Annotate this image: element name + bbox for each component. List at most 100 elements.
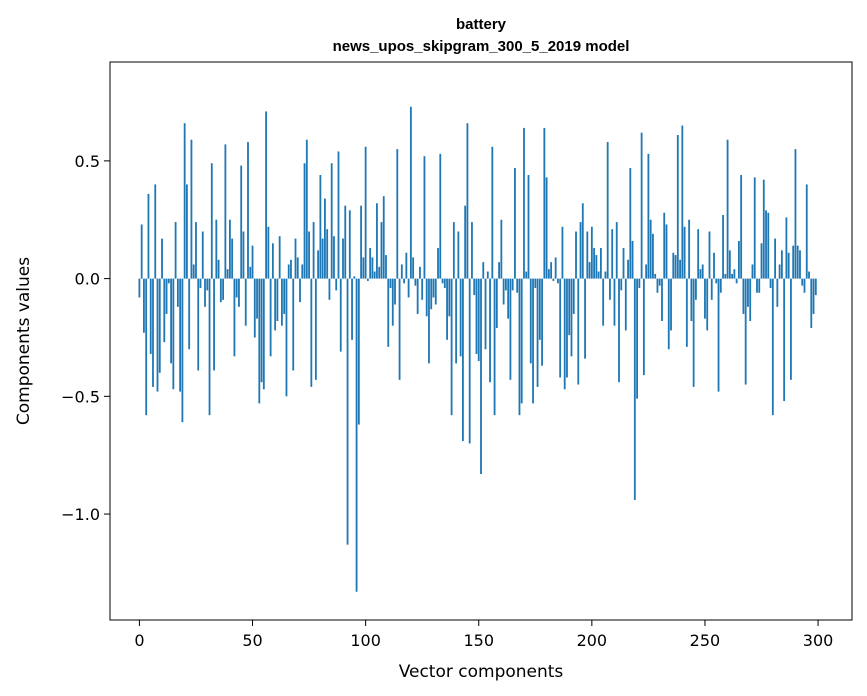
- bar-191: [570, 278, 573, 357]
- bar-64: [283, 278, 286, 314]
- bar-192: [572, 278, 575, 314]
- bar-129: [430, 278, 433, 310]
- bar-106: [378, 266, 381, 279]
- bar-35: [217, 259, 220, 279]
- bar-206: [604, 271, 607, 279]
- bar-248: [699, 269, 702, 279]
- bar-186: [559, 278, 562, 378]
- bar-105: [376, 203, 378, 279]
- bar-136: [446, 278, 448, 340]
- bar-290: [794, 149, 797, 279]
- bar-235: [670, 278, 672, 331]
- bar-278: [767, 212, 770, 279]
- y-tick-label: −0.5: [61, 387, 100, 406]
- bar-244: [690, 278, 693, 321]
- bar-84: [328, 278, 331, 300]
- bar-240: [681, 125, 684, 279]
- bar-92: [346, 278, 349, 545]
- bar-178: [541, 278, 543, 366]
- bar-76: [310, 278, 313, 387]
- bar-7: [154, 184, 157, 279]
- bar-161: [502, 278, 505, 305]
- bar-88: [337, 151, 340, 279]
- bar-61: [276, 278, 279, 321]
- bar-263: [733, 269, 736, 279]
- bar-150: [477, 278, 480, 362]
- bar-209: [611, 229, 614, 279]
- bar-80: [319, 175, 322, 279]
- bar-175: [534, 278, 537, 289]
- bar-0: [138, 278, 141, 298]
- bar-293: [801, 278, 804, 286]
- bar-210: [613, 278, 616, 326]
- y-axis-ticks: −1.0 −0.5 0.0 0.5: [61, 152, 110, 524]
- bar-42: [233, 278, 236, 357]
- bar-128: [428, 278, 430, 364]
- bar-254: [713, 252, 715, 279]
- bar-269: [747, 278, 749, 307]
- bar-133: [439, 153, 442, 279]
- bar-215: [624, 278, 627, 331]
- bar-140: [455, 278, 458, 364]
- bar-200: [590, 226, 593, 279]
- bar-57: [267, 226, 270, 279]
- bar-148: [473, 278, 476, 296]
- bar-163: [507, 278, 510, 319]
- bar-116: [400, 264, 403, 279]
- bar-53: [258, 278, 261, 404]
- bar-151: [480, 278, 482, 475]
- bar-162: [504, 278, 507, 291]
- bar-95: [353, 276, 356, 279]
- bar-21: [186, 184, 188, 279]
- x-tick-label: 200: [577, 631, 608, 650]
- bar-110: [387, 278, 390, 347]
- bar-23: [190, 139, 193, 279]
- bar-259: [724, 273, 727, 279]
- bar-286: [785, 217, 788, 279]
- bar-38: [224, 144, 227, 279]
- y-tick-label: 0.5: [75, 152, 100, 171]
- bar-126: [423, 156, 426, 279]
- bar-115: [398, 278, 401, 380]
- bar-124: [419, 266, 421, 279]
- bar-182: [550, 262, 553, 279]
- bar-212: [618, 278, 620, 383]
- bar-77: [312, 222, 315, 279]
- bar-6: [152, 278, 154, 387]
- bar-34: [215, 219, 218, 279]
- bar-223: [642, 278, 645, 376]
- bar-184: [554, 257, 557, 279]
- bar-142: [459, 278, 462, 357]
- bar-14: [170, 278, 172, 364]
- x-tick-label: 250: [690, 631, 721, 650]
- bar-44: [238, 278, 240, 307]
- bar-264: [735, 278, 738, 284]
- bar-118: [405, 252, 408, 279]
- bar-173: [529, 278, 532, 364]
- bar-127: [425, 278, 428, 317]
- bar-188: [563, 278, 566, 390]
- bar-45: [240, 165, 243, 279]
- bar-50: [251, 245, 254, 279]
- x-tick-label: 50: [242, 631, 262, 650]
- bar-94: [351, 278, 353, 340]
- bar-4: [147, 193, 150, 279]
- bar-217: [629, 167, 632, 279]
- bar-17: [176, 278, 179, 307]
- bar-233: [665, 224, 668, 279]
- x-axis-label: Vector components: [399, 662, 564, 682]
- bar-169: [520, 278, 523, 404]
- bar-117: [403, 278, 405, 284]
- bar-108: [382, 196, 385, 279]
- bar-18: [179, 278, 182, 392]
- bar-70: [296, 257, 299, 279]
- bar-268: [744, 278, 747, 385]
- bar-234: [667, 278, 670, 350]
- bar-262: [731, 273, 734, 279]
- bar-245: [692, 278, 695, 387]
- bar-277: [765, 210, 767, 279]
- bar-15: [172, 278, 175, 390]
- bar-104: [373, 271, 376, 279]
- bar-103: [371, 257, 374, 279]
- bar-170: [523, 127, 525, 279]
